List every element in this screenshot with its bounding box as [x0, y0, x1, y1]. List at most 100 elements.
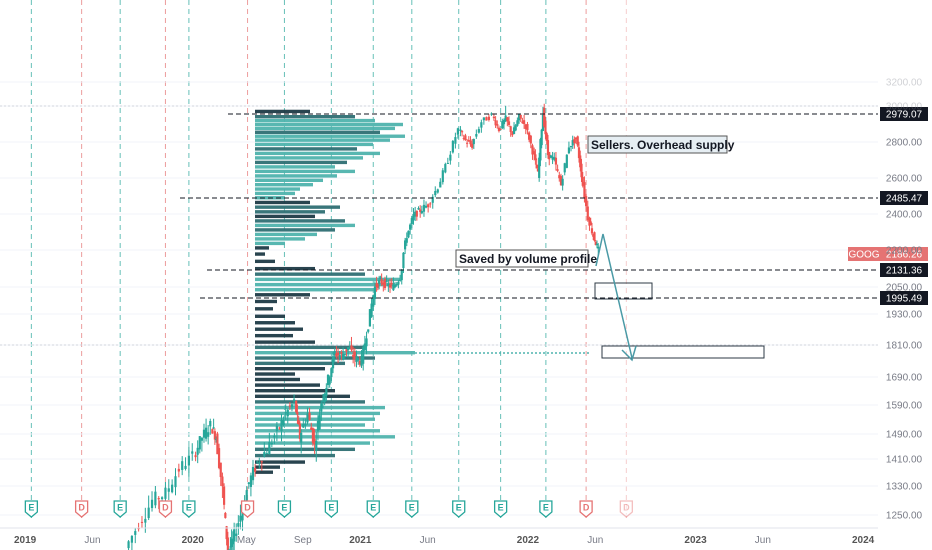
volume-bar-35 [255, 272, 365, 276]
event-badge-14 [619, 500, 633, 518]
candle-body-70 [290, 404, 294, 408]
volume-bar-44 [255, 327, 303, 331]
candle-body-27 [209, 421, 212, 427]
candle-body-108 [355, 355, 358, 362]
candle-body-184 [499, 128, 502, 130]
event-badge-3 [158, 500, 173, 518]
candle-body-155 [436, 189, 439, 193]
candle-body-133 [395, 283, 398, 286]
sellers-note: Sellers. Overhead supply [591, 138, 735, 152]
candle-body-202 [529, 135, 532, 144]
candle-body-61 [270, 443, 273, 445]
candle-body-178 [487, 116, 490, 120]
candle-body-216 [548, 152, 551, 160]
candle-body-118 [372, 295, 375, 307]
candle-body-194 [516, 120, 519, 126]
event-badge-0 [24, 500, 39, 518]
event-marker-8: E [366, 500, 380, 518]
candle-body-139 [405, 238, 408, 243]
candle-body-63 [275, 425, 278, 431]
candle-body-20 [194, 455, 197, 458]
candle-body-132 [393, 284, 397, 288]
candle-body-185 [501, 121, 504, 129]
candle-body-152 [429, 203, 432, 205]
event-badge-5 [240, 500, 255, 518]
candle-body-3 [137, 528, 140, 530]
level-label-0: 2979.07 [886, 110, 923, 121]
candle-body-28 [211, 429, 214, 434]
x-label-0: 2019 [14, 535, 37, 546]
projection-arrowhead [621, 345, 637, 362]
volume-bar-26 [255, 223, 355, 228]
candle-body-56 [258, 462, 261, 464]
candle-body-92 [328, 376, 331, 385]
candle-body-170 [469, 140, 472, 145]
candle-body-39 [226, 537, 229, 550]
event-marker-11: E [493, 500, 508, 518]
candle-body-29 [212, 427, 215, 429]
volume-bar-18 [255, 187, 300, 191]
y-tick-14: 1250.00 [886, 511, 923, 522]
candle-body-11 [164, 487, 167, 499]
volume-bar-47 [255, 345, 365, 350]
volume-bar-60 [255, 417, 375, 421]
y-tick-0: 3200.00 [886, 78, 923, 89]
volume-bar-17 [255, 182, 313, 187]
candle-body-125 [382, 282, 385, 285]
candle-body-217 [549, 155, 553, 158]
candle-body-190 [509, 126, 512, 133]
candle-body-32 [216, 433, 219, 455]
candle-body-189 [507, 121, 511, 125]
volume-bar-24 [255, 214, 315, 219]
candle-body-0 [127, 541, 130, 549]
candle-body-89 [323, 393, 326, 403]
candle-body-126 [383, 279, 387, 288]
event-letter-2: E [117, 503, 123, 513]
event-letter-9: E [409, 503, 415, 513]
candle-body-91 [326, 374, 330, 386]
candle-body-96 [335, 353, 338, 357]
candle-body-82 [311, 428, 315, 443]
candle-body-225 [563, 163, 566, 173]
candle-body-105 [350, 345, 353, 350]
candle-body-77 [302, 423, 305, 428]
candle-body-212 [543, 107, 546, 127]
event-badge-8 [366, 500, 380, 518]
candle-body-9 [157, 498, 160, 500]
candle-body-42 [230, 538, 233, 547]
volume-bar-1 [255, 114, 355, 119]
candle-body-138 [404, 240, 407, 250]
volume-bar-56 [255, 394, 350, 398]
candle-body-122 [378, 280, 381, 284]
event-letter-14: D [623, 503, 630, 513]
candle-body-35 [221, 476, 224, 487]
candle-body-106 [352, 355, 355, 357]
candle-body-242 [590, 228, 594, 234]
sellers-note-box [587, 135, 728, 154]
level-label-2: 2131.36 [886, 266, 923, 277]
saved-note-box [455, 249, 589, 268]
candle-body-38 [225, 526, 228, 540]
candle-body-13 [171, 484, 174, 493]
event-marker-3: D [158, 500, 173, 518]
level-label-1: 2485.47 [886, 194, 923, 205]
saved-note: Saved by volume profile [459, 252, 597, 266]
volume-bar-31 [255, 246, 269, 250]
candle-body-18 [187, 455, 190, 466]
candle-body-33 [217, 448, 221, 468]
x-label-8: Jun [587, 535, 603, 546]
candle-body-150 [424, 205, 428, 208]
candle-body-192 [512, 127, 516, 135]
volume-bar-13 [255, 165, 335, 169]
volume-bar-65 [255, 447, 355, 452]
event-marker-4: E [182, 500, 196, 518]
volume-bar-41 [255, 307, 273, 311]
candle-body-147 [419, 209, 422, 212]
candle-body-109 [357, 358, 360, 361]
event-badge-13 [579, 500, 593, 518]
candle-body-193 [514, 125, 517, 131]
candle-body-237 [583, 182, 586, 198]
